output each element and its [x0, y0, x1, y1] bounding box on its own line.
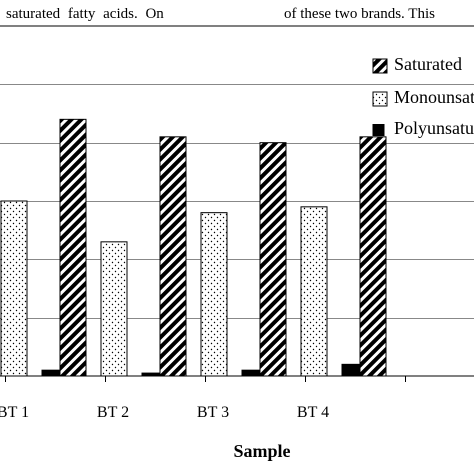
x-axis: BT 1 BT 2 BT 3 BT 4	[0, 375, 474, 421]
x-tick-label: BT 3	[197, 404, 229, 421]
x-tick-label: BT 2	[97, 404, 129, 421]
legend: Saturated Monounsaturated Polyunsaturated	[372, 54, 474, 138]
legend-label: Monounsaturated	[394, 87, 474, 107]
legend-swatch	[372, 91, 388, 107]
legend-label: Saturated	[394, 54, 462, 74]
legend-swatch	[372, 124, 385, 136]
bar-saturated	[159, 136, 187, 377]
bar-saturated	[359, 136, 387, 377]
bars	[0, 118, 387, 377]
x-tick-label: BT 1	[0, 404, 29, 421]
bar-monounsaturated	[300, 206, 328, 377]
legend-label: Polyunsaturated	[394, 118, 474, 138]
bar-monounsaturated	[100, 241, 128, 377]
bar-saturated	[59, 118, 87, 377]
x-tick-label: BT 4	[297, 404, 329, 421]
bar-saturated	[259, 142, 287, 377]
bar-monounsaturated	[0, 200, 28, 377]
x-axis-label: Sample	[233, 441, 290, 461]
header-text-left: saturated fatty acids. On	[6, 6, 164, 22]
bar-monounsaturated	[200, 212, 228, 377]
header-text-right: of these two brands. This	[284, 6, 435, 22]
legend-swatch	[372, 58, 388, 74]
